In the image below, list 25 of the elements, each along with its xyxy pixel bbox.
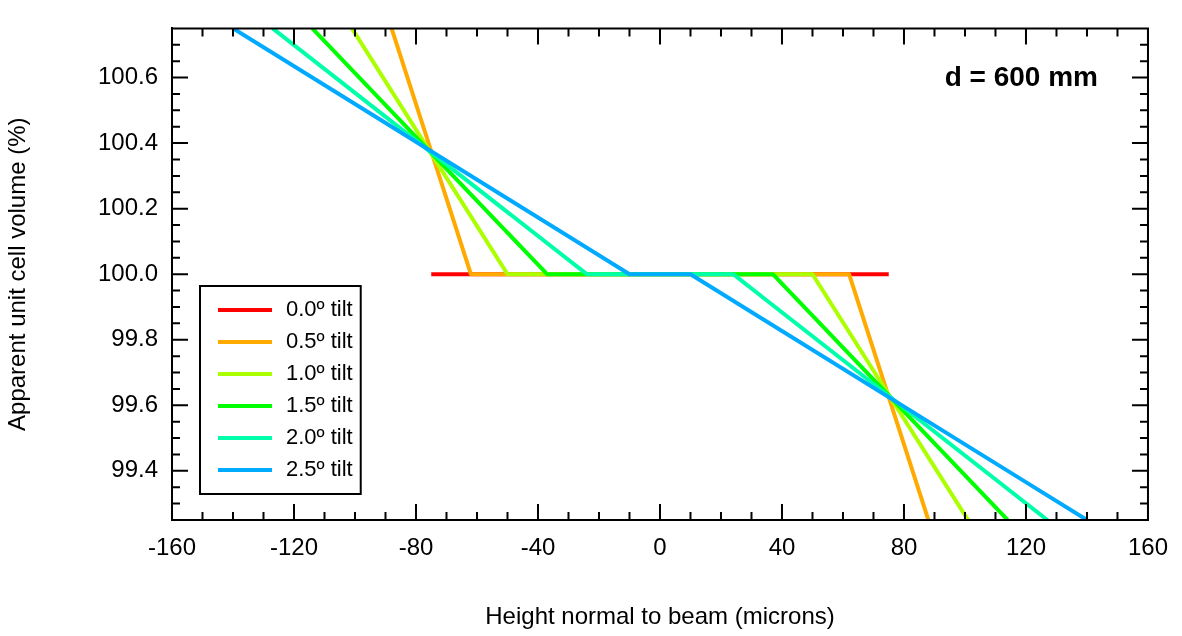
x-tick-label: 80: [890, 533, 918, 561]
x-tick-label: -80: [398, 533, 434, 561]
legend-label: 2.0º tilt: [286, 424, 353, 450]
legend-label: 2.5º tilt: [286, 456, 353, 482]
annotation: d = 600 mm: [944, 61, 1098, 93]
y-axis-title: Apparent unit cell volume (%): [3, 117, 31, 431]
legend-label: 0.5º tilt: [286, 328, 353, 354]
legend-label: 0.0º tilt: [286, 296, 353, 322]
x-tick-label: 160: [1127, 533, 1168, 561]
y-tick-label: 99.4: [111, 455, 158, 483]
x-tick-label: -160: [147, 533, 197, 561]
y-tick-label: 99.6: [111, 389, 158, 417]
x-tick-label: 40: [768, 533, 796, 561]
x-tick-label: 120: [1005, 533, 1046, 561]
x-tick-label: 0: [653, 533, 667, 561]
x-tick-label: -40: [520, 533, 556, 561]
x-tick-label: -120: [269, 533, 319, 561]
y-tick-label: 100.0: [97, 258, 158, 286]
y-tick-label: 100.6: [97, 62, 158, 90]
legend-label: 1.5º tilt: [286, 392, 353, 418]
legend-label: 1.0º tilt: [286, 360, 353, 386]
y-tick-label: 99.8: [111, 324, 158, 352]
x-axis-title: Height normal to beam (microns): [485, 602, 835, 630]
y-tick-label: 100.4: [97, 127, 158, 155]
y-tick-label: 100.2: [97, 193, 158, 221]
